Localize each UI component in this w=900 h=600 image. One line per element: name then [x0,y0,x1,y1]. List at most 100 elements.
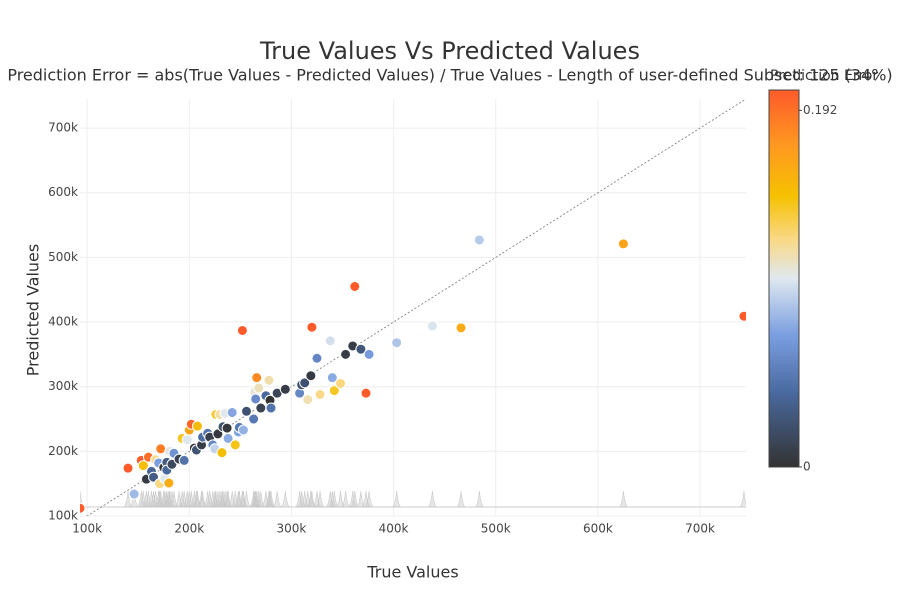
point [324,335,336,347]
density-bump [315,490,325,508]
density-bump [174,490,184,508]
point [302,394,314,406]
colorbar-tick-label: 0.192 [803,103,837,117]
identity-line [86,99,746,516]
point [279,383,291,395]
density-bump [335,490,346,508]
point [155,443,167,455]
point [229,439,241,451]
x-axis-title: True Values [366,563,458,582]
point [334,377,346,389]
point [241,405,252,417]
point [236,324,248,336]
chart-title: True Values Vs Predicted Values [259,37,640,65]
x-tick-label: 700k [685,522,715,536]
density-bump [272,490,282,508]
point [455,322,467,334]
density-bump [456,490,466,508]
density-bump [215,490,225,508]
density-bump [253,490,264,508]
point [251,372,263,384]
x-tick-label: 500k [481,522,511,536]
density-bump [327,490,338,508]
y-tick-label: 400k [48,315,78,329]
density-bump [356,490,366,508]
point [221,422,233,434]
density-bump [167,490,177,508]
y-tick-label: 100k [48,509,78,523]
point [191,420,203,432]
x-tick-label: 600k [583,522,613,536]
point [326,372,338,384]
point [306,321,318,333]
point [226,407,238,419]
point [122,462,134,474]
y-tick-label: 200k [48,444,78,458]
density-bump [427,490,438,508]
point [216,447,228,459]
density-bump [241,490,252,508]
colorbar-tick-label: 0 [803,460,811,474]
x-tick-label: 400k [379,522,409,536]
density-bump [220,490,230,508]
point [391,337,403,349]
density-bump [238,490,249,508]
point [265,402,277,414]
x-tick-label: 300k [277,522,307,536]
point [328,385,340,397]
point [137,460,149,472]
y-tick-label: 600k [48,185,78,199]
point [128,488,140,500]
point [163,477,175,489]
density-bump [391,490,402,508]
y-tick-label: 500k [48,250,78,264]
colorbar [768,89,800,468]
point [248,413,260,425]
y-tick-label: 300k [48,379,78,393]
point [349,280,361,292]
density-bump [340,490,351,508]
density-bump [197,490,208,508]
density-bump [169,490,179,508]
point [617,238,629,250]
point [426,320,438,332]
point [222,432,234,444]
density-bump [294,490,305,508]
density-bump [161,490,172,508]
point [299,377,311,389]
point [473,234,485,246]
point [253,382,265,394]
density-bump [618,490,629,508]
density-bump [202,490,213,508]
point [311,352,323,364]
point [340,348,352,360]
density-bump [143,490,154,508]
point [314,388,326,400]
y-tick-label: 700k [48,121,78,135]
point [305,370,317,382]
point [237,424,249,436]
density-bump [312,490,322,508]
plot-area [80,99,746,516]
point [255,402,267,414]
density-bump [184,490,195,508]
density-bump [136,490,147,508]
density-bump [179,490,190,508]
density-bump [364,490,374,508]
point [363,348,375,360]
density-bump [474,490,485,508]
x-tick-label: 200k [174,522,204,536]
point [178,454,190,466]
y-axis-title: Predicted Values [24,244,43,376]
density-bump [361,490,371,508]
density-bump [739,490,746,508]
density-bump [255,490,266,508]
colorbar-title: Prediction Error [770,68,878,84]
density-bump [138,490,149,508]
density-bump [189,490,200,508]
point [738,310,746,322]
density-bump [307,490,317,508]
point [250,393,262,405]
density-bump [280,490,291,508]
